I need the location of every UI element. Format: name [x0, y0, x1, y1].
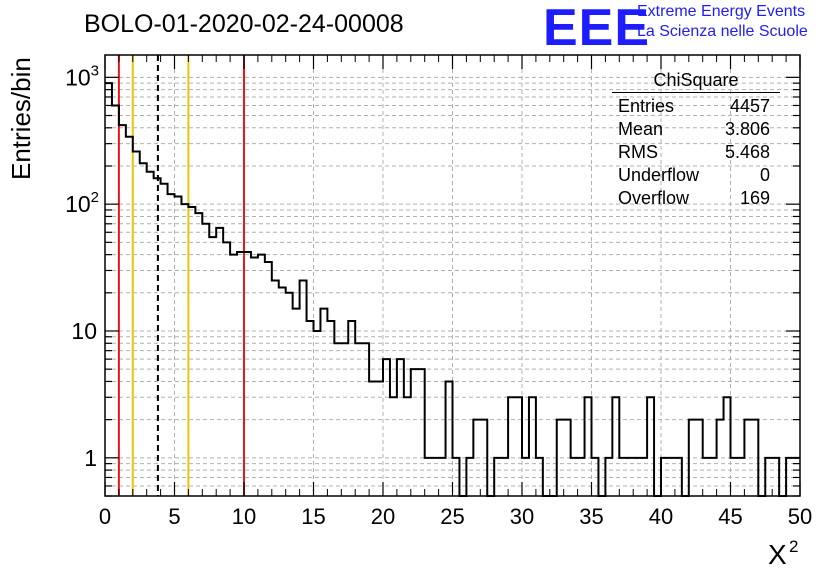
- y-tick-label: 103: [65, 62, 99, 90]
- stats-row: Underflow 0: [612, 164, 780, 187]
- stats-row: RMS 5.468: [612, 141, 780, 164]
- histogram-series: [105, 82, 800, 497]
- eee-logo: EEE: [543, 0, 651, 57]
- stats-row: Overflow 169: [612, 187, 780, 210]
- x-tick-label: 5: [168, 504, 180, 529]
- stats-value: 4457: [729, 96, 770, 116]
- y-tick-label: 102: [65, 189, 99, 217]
- stats-row: Entries 4457: [612, 95, 780, 118]
- x-tick-label: 20: [371, 504, 395, 529]
- x-tick-label: 25: [440, 504, 464, 529]
- stats-label: Underflow: [618, 165, 700, 185]
- x-tick-label: 40: [649, 504, 673, 529]
- x-tick-label: 50: [788, 504, 812, 529]
- eee-subtitle-line1: Extreme Energy Events: [637, 3, 806, 20]
- axis-ticks: [104, 55, 801, 497]
- page-title: BOLO-01-2020-02-24-00008: [84, 10, 404, 38]
- stats-value: 169: [739, 188, 770, 208]
- stats-value: 0: [759, 165, 770, 185]
- stats-value: 3.806: [724, 119, 770, 139]
- axis-tick-labels: 0 5 10 15 20 25 30 35 40 45 50 1 10 102 103: [65, 62, 812, 529]
- stats-value: 5.468: [724, 142, 770, 162]
- stats-title: ChiSquare: [612, 70, 780, 93]
- x-axis-label: X: [768, 539, 787, 570]
- reference-lines: [117, 55, 245, 496]
- x-tick-label: 30: [510, 504, 534, 529]
- y-tick-label: 1: [84, 445, 97, 471]
- x-tick-label: 35: [579, 504, 603, 529]
- stats-box: ChiSquare Entries 4457 Mean 3.806 RMS 5.468…: [612, 70, 780, 210]
- x-tick-label: 0: [99, 504, 111, 529]
- stats-label: Entries: [618, 96, 675, 116]
- x-axis-label-superscript: 2: [789, 537, 798, 556]
- stats-label: Overflow: [618, 188, 690, 208]
- x-tick-label: 15: [301, 504, 325, 529]
- y-tick-label: 10: [71, 318, 97, 344]
- x-tick-label: 45: [718, 504, 742, 529]
- stats-label: RMS: [618, 142, 658, 162]
- x-tick-label: 10: [232, 504, 256, 529]
- stats-row: Mean 3.806: [612, 118, 780, 141]
- eee-subtitle-line2: La Scienza nelle Scuole: [637, 23, 808, 40]
- stats-label: Mean: [618, 119, 664, 139]
